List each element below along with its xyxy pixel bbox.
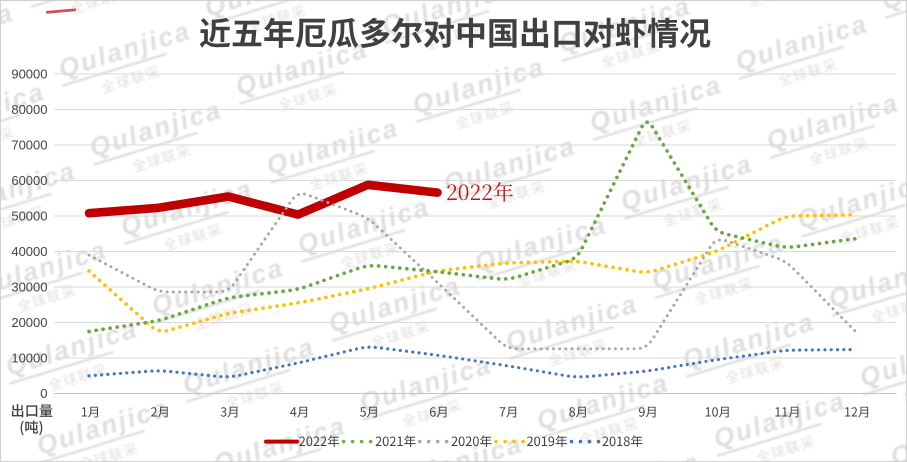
svg-text:Qulanjica: Qulanjica — [710, 385, 850, 454]
svg-text:40000: 40000 — [11, 244, 47, 259]
svg-text:50000: 50000 — [11, 209, 47, 224]
svg-text:Qulanjica: Qulanjica — [825, 245, 907, 314]
svg-text:10000: 10000 — [11, 351, 47, 366]
svg-text:Qulanjica: Qulanjica — [294, 191, 434, 260]
svg-text:Qulanjica: Qulanjica — [33, 392, 173, 461]
svg-text:Qulanjica: Qulanjica — [471, 209, 611, 278]
svg-text:Qulanjica: Qulanjica — [533, 367, 673, 436]
svg-text:Qulanjica: Qulanjica — [440, 130, 580, 199]
svg-text:60000: 60000 — [11, 173, 47, 188]
svg-text:Qulanjica: Qulanjica — [356, 349, 496, 418]
svg-text:Qulanjica: Qulanjica — [86, 94, 226, 163]
svg-text:Qulanjica: Qulanjica — [263, 112, 403, 181]
svg-text:Qulanjica: Qulanjica — [179, 331, 319, 400]
svg-text:80000: 80000 — [11, 102, 47, 117]
svg-text:90000: 90000 — [11, 67, 47, 82]
svg-text:Qulanjica: Qulanjica — [732, 8, 872, 77]
svg-text:Qulanjica: Qulanjica — [679, 306, 819, 375]
svg-text:30000: 30000 — [11, 280, 47, 295]
svg-text:Qulanjica: Qulanjica — [564, 446, 704, 462]
svg-text:Qulanjica: Qulanjica — [586, 69, 726, 138]
svg-text:70000: 70000 — [11, 138, 47, 153]
svg-text:Qulanjica: Qulanjica — [648, 227, 788, 296]
svg-text:Qulanjica: Qulanjica — [210, 410, 350, 462]
svg-text:Qulanjica: Qulanjica — [887, 403, 907, 462]
svg-text:20000: 20000 — [11, 315, 47, 330]
svg-text:0: 0 — [40, 386, 47, 401]
svg-text:Qulanjica: Qulanjica — [1, 453, 27, 462]
svg-text:Qulanjica: Qulanjica — [1, 1, 18, 66]
svg-text:Qulanjica: Qulanjica — [148, 252, 288, 321]
svg-text:Qulanjica: Qulanjica — [55, 15, 195, 84]
